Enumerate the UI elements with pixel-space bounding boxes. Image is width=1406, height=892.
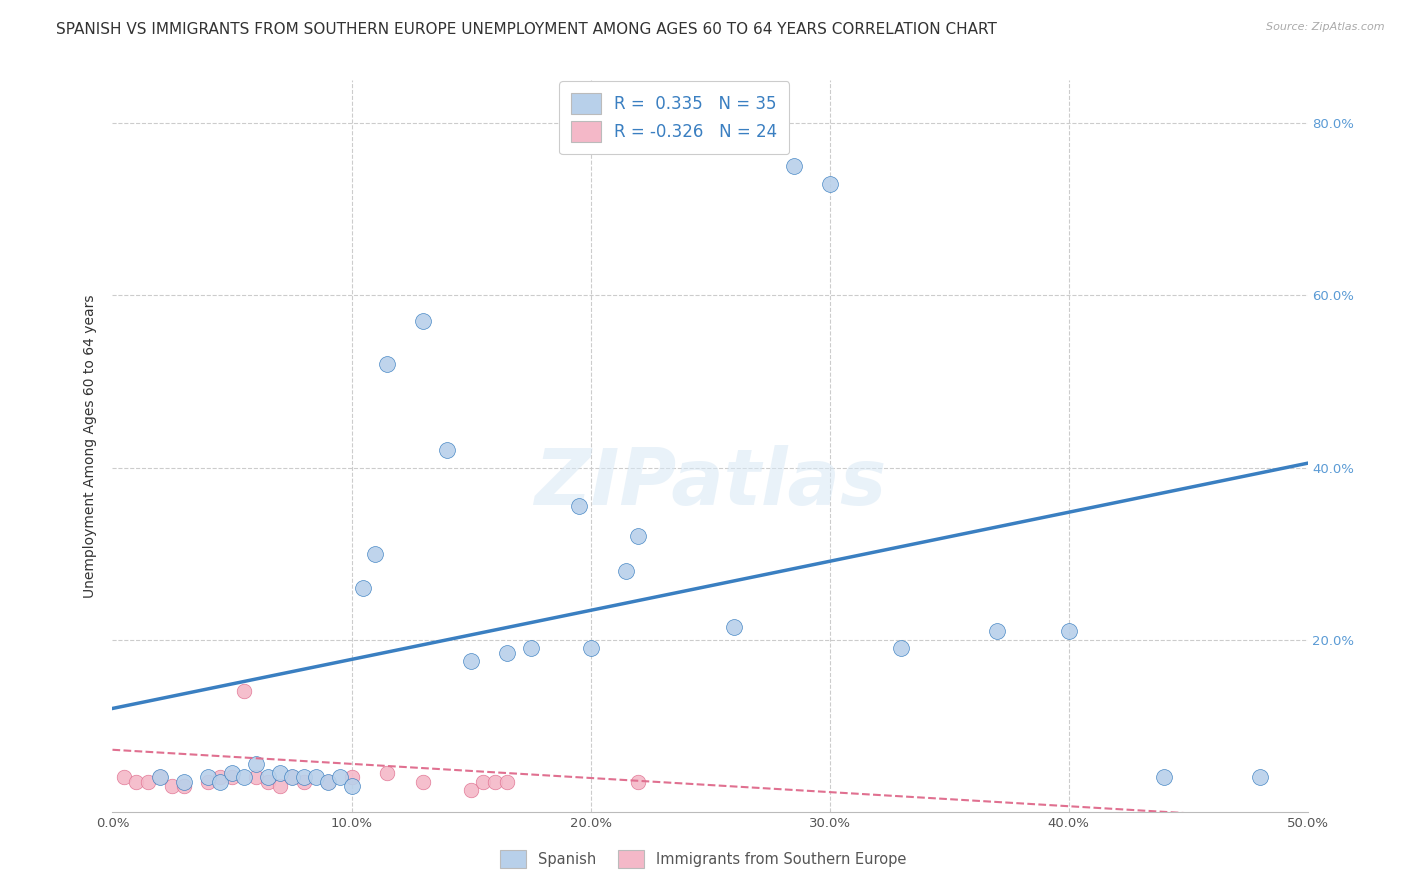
Point [257,774,280,789]
Point [460,654,482,668]
Point [257,770,280,784]
Point [209,774,232,789]
Point [114,770,135,784]
Point [233,684,256,698]
Point [472,774,495,789]
Point [616,564,638,578]
Point [173,774,195,789]
Point [316,774,339,789]
Text: Source: ZipAtlas.com: Source: ZipAtlas.com [1267,22,1385,32]
Legend: R =  0.335   N = 35, R = -0.326   N = 24: R = 0.335 N = 35, R = -0.326 N = 24 [560,81,789,154]
Point [460,783,482,797]
Point [627,774,650,789]
Point [340,779,363,793]
Point [162,779,183,793]
Point [484,774,506,789]
Point [1153,770,1175,784]
Point [292,774,315,789]
Point [496,646,519,660]
Point [138,774,160,789]
Point [782,159,804,173]
Point [149,770,172,784]
Point [377,766,399,780]
Text: ZIPatlas: ZIPatlas [534,444,886,521]
Point [329,770,352,784]
Text: SPANISH VS IMMIGRANTS FROM SOUTHERN EUROPE UNEMPLOYMENT AMONG AGES 60 TO 64 YEAR: SPANISH VS IMMIGRANTS FROM SOUTHERN EURO… [56,22,997,37]
Point [281,770,304,784]
Point [412,314,434,328]
Point [125,774,148,789]
Point [197,770,219,784]
Point [245,770,267,784]
Legend: Spanish, Immigrants from Southern Europe: Spanish, Immigrants from Southern Europe [492,842,914,876]
Point [173,779,195,793]
Point [340,770,363,784]
Point [818,177,841,191]
Point [197,774,219,789]
Point [723,620,745,634]
Point [281,770,304,784]
Point [233,770,256,784]
Point [269,779,291,793]
Point [221,770,243,784]
Point [292,770,315,784]
Point [221,766,243,780]
Point [209,770,232,784]
Point [352,581,374,595]
Point [1057,624,1080,638]
Y-axis label: Unemployment Among Ages 60 to 64 years: Unemployment Among Ages 60 to 64 years [83,294,97,598]
Point [627,529,650,543]
Point [316,774,339,789]
Point [579,641,602,656]
Point [377,357,399,371]
Point [890,641,912,656]
Point [986,624,1008,638]
Point [245,757,267,772]
Point [520,641,543,656]
Point [568,500,591,514]
Point [436,443,458,458]
Point [496,774,519,789]
Point [269,766,291,780]
Point [412,774,434,789]
Point [149,770,172,784]
Point [1249,770,1271,784]
Point [364,547,387,561]
Point [305,770,328,784]
